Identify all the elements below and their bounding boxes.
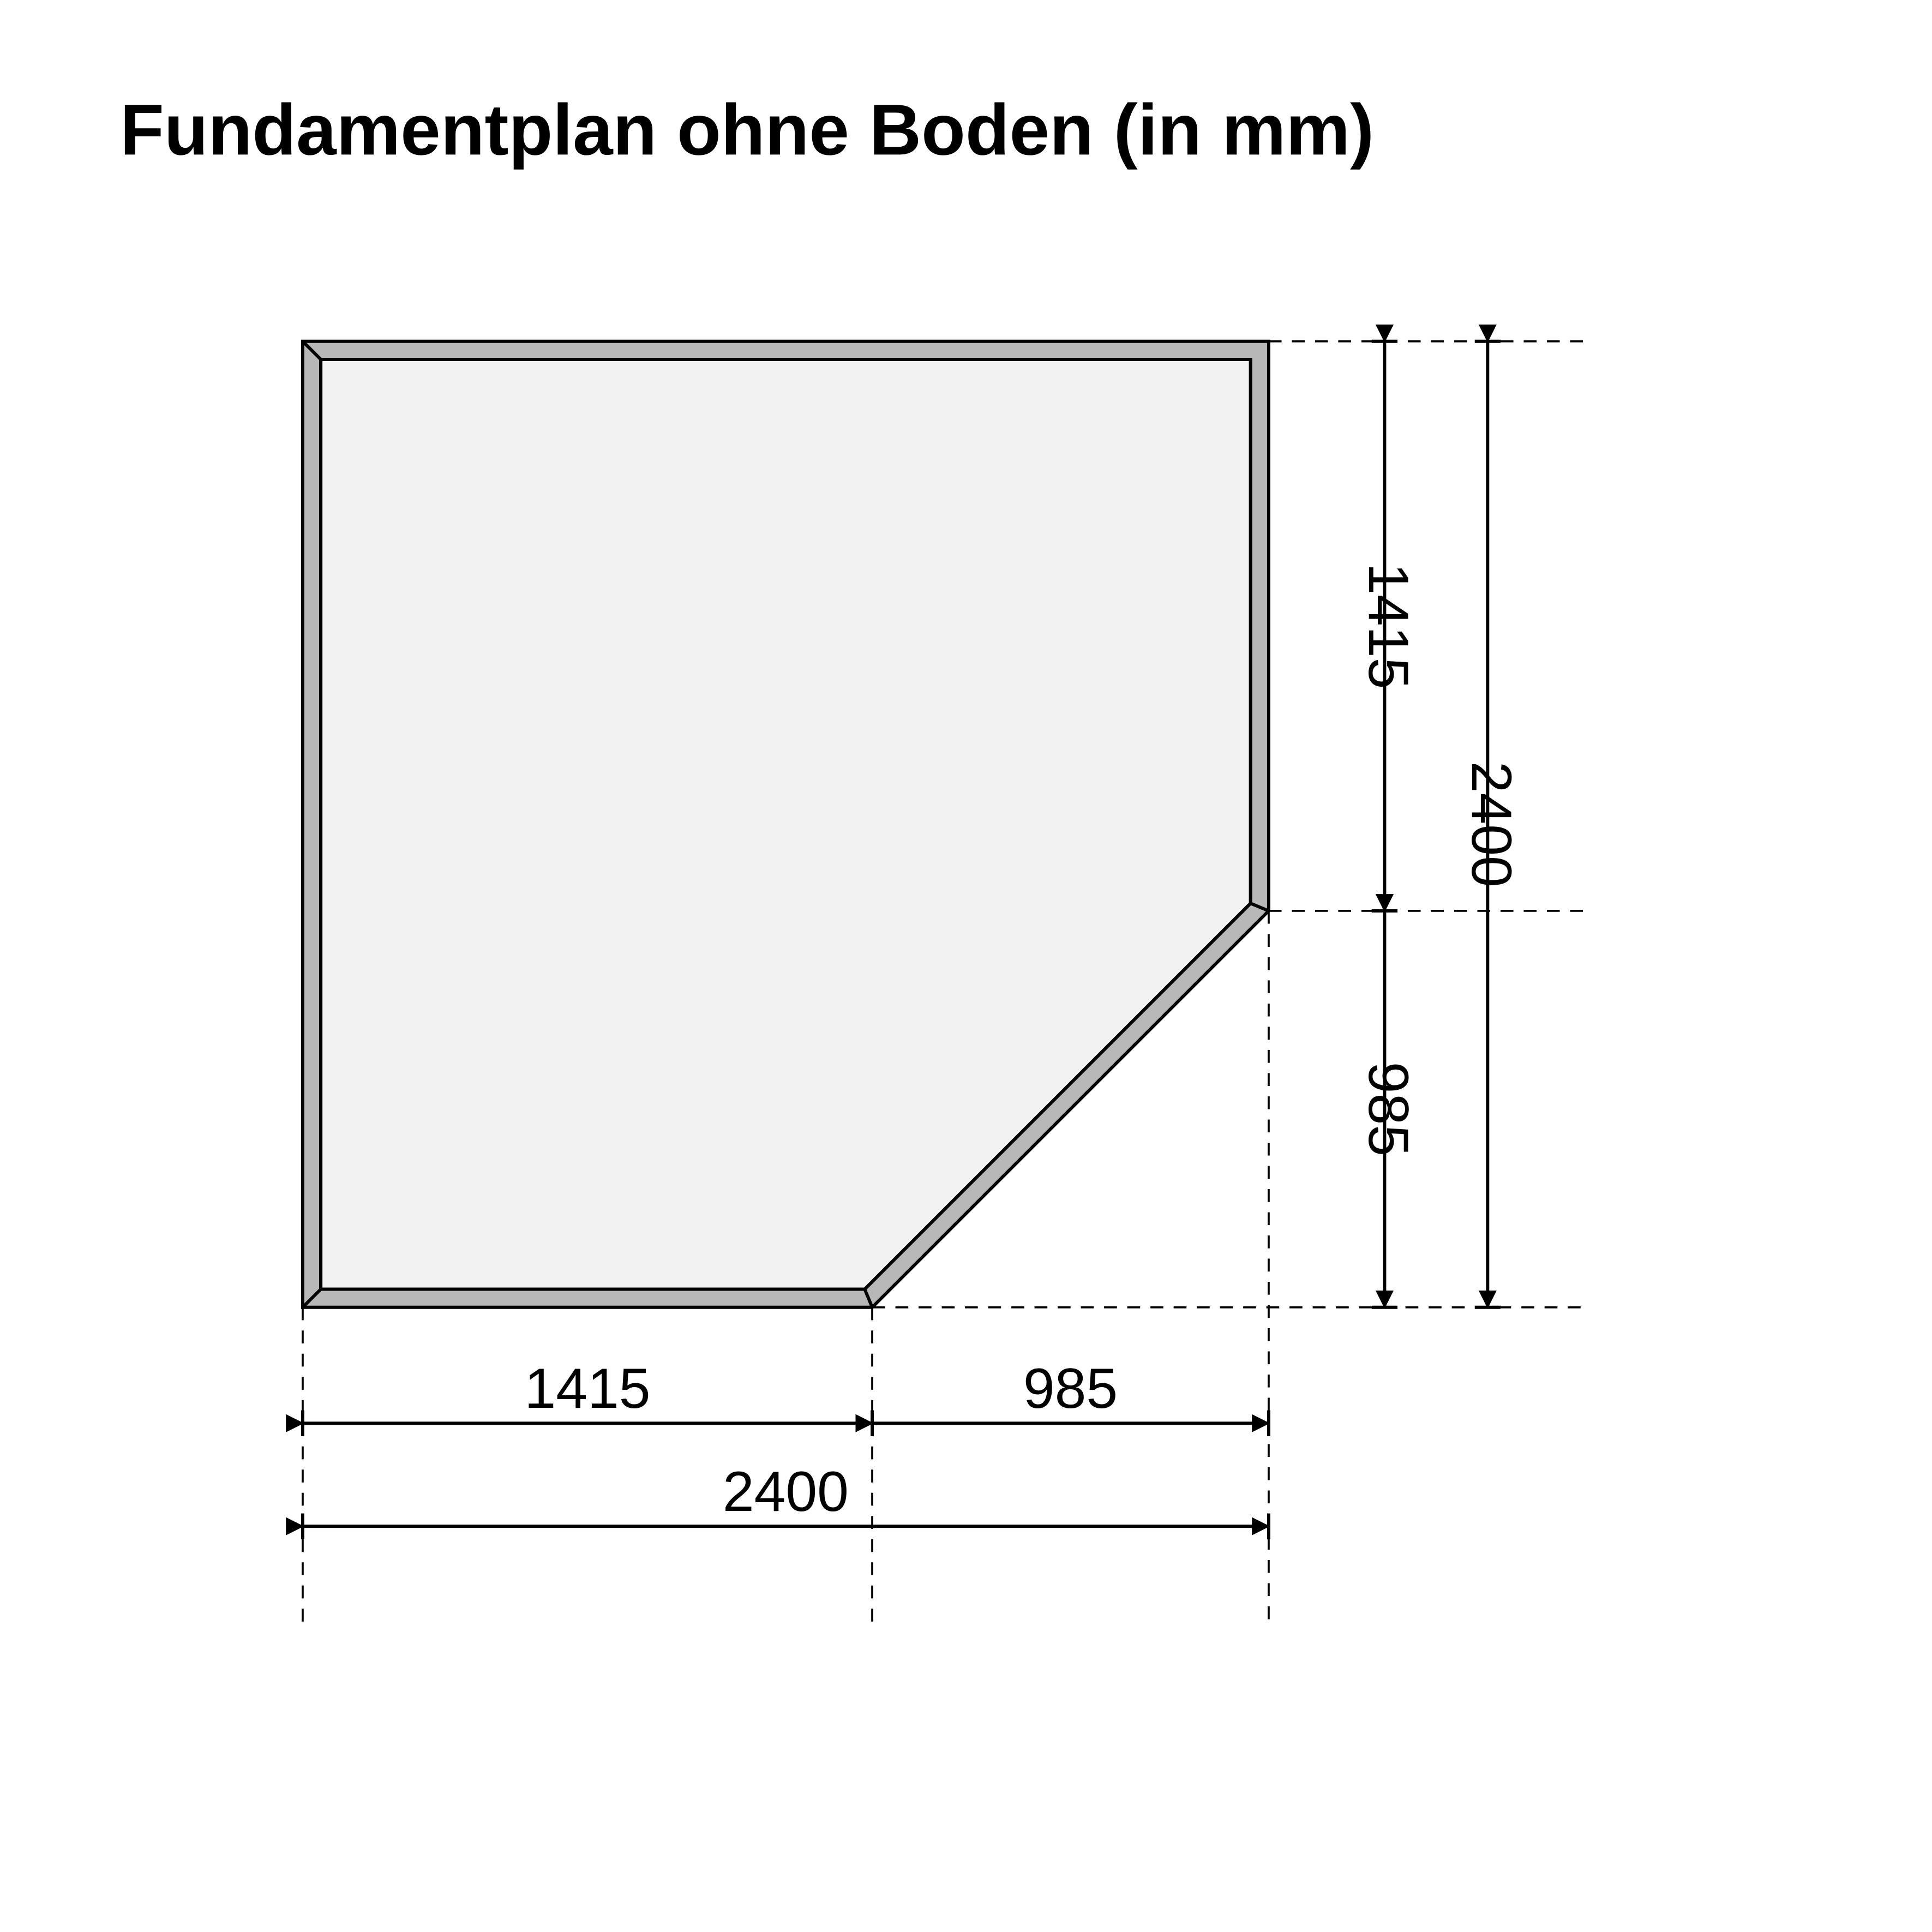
label-v-1415: 1415 xyxy=(1357,563,1420,689)
label-v-2400: 2400 xyxy=(1460,761,1523,887)
diagram-container: Fundamentplan ohne Boden (in mm) 1415 985 2… xyxy=(0,0,1932,1932)
label-h-2400: 2400 xyxy=(723,1460,849,1523)
interior-area xyxy=(321,359,1251,1289)
label-h-1415: 1415 xyxy=(524,1357,650,1420)
diagram-title: Fundamentplan ohne Boden (in mm) xyxy=(120,89,1374,170)
label-v-985: 985 xyxy=(1357,1062,1420,1156)
label-h-985: 985 xyxy=(1023,1357,1118,1420)
foundation-plan-svg: Fundamentplan ohne Boden (in mm) 1415 985 2… xyxy=(0,0,1932,1932)
